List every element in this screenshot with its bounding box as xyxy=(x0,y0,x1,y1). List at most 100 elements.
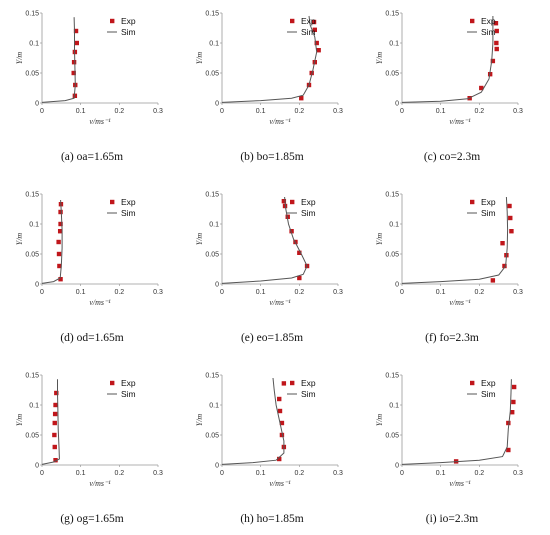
y-axis-label: Y/m xyxy=(375,52,384,65)
panel-caption: (g) og=1.65m xyxy=(60,513,123,525)
legend-label-sim: Sim xyxy=(481,27,496,37)
exp-marker xyxy=(57,229,63,234)
sim-line xyxy=(41,17,76,103)
y-tick-label: 0.1 xyxy=(29,41,39,48)
x-tick-label: 0.3 xyxy=(153,289,163,296)
legend-label-exp: Exp xyxy=(121,197,136,207)
x-tick-label: 0.2 xyxy=(294,470,304,477)
legend-label-exp: Exp xyxy=(121,16,136,26)
exp-marker xyxy=(314,40,319,46)
exp-marker xyxy=(54,390,59,396)
exp-marker xyxy=(52,420,57,426)
x-tick-label: 0.3 xyxy=(513,108,523,115)
x-tick-label: 0 xyxy=(400,108,404,115)
y-tick-label: 0 xyxy=(215,282,219,289)
y-tick-label: 0.1 xyxy=(209,222,219,229)
x-axis-label: v/ms⁻¹ xyxy=(449,479,471,488)
x-tick-label: 0 xyxy=(40,470,44,477)
y-tick-label: 0 xyxy=(395,282,399,289)
y-tick-label: 0.05 xyxy=(205,433,219,440)
exp-marker xyxy=(57,263,62,269)
x-tick-label: 0 xyxy=(40,108,44,115)
x-tick-label: 0.1 xyxy=(436,289,446,296)
y-tick-label: 0 xyxy=(35,463,39,470)
exp-marker xyxy=(479,85,484,91)
panel-caption: (f) fo=2.3m xyxy=(425,332,479,344)
x-tick-label: 0 xyxy=(400,470,404,477)
exp-marker xyxy=(74,40,79,46)
exp-marker xyxy=(52,444,57,450)
y-tick-label: 0.05 xyxy=(205,252,219,259)
exp-marker xyxy=(494,40,499,46)
panel-caption: (b) bo=1.85m xyxy=(240,151,303,163)
y-tick-label: 0.15 xyxy=(205,11,219,18)
y-tick-label: 0.1 xyxy=(29,222,39,229)
x-tick-label: 0.1 xyxy=(256,470,266,477)
panel-caption: (c) co=2.3m xyxy=(424,151,480,163)
x-tick-label: 0.2 xyxy=(474,470,484,477)
legend-marker-exp xyxy=(470,199,475,205)
exp-marker xyxy=(285,214,290,219)
x-tick-label: 0.3 xyxy=(153,470,163,477)
exp-marker xyxy=(502,263,507,269)
exp-marker xyxy=(279,420,285,426)
x-tick-label: 0.2 xyxy=(474,108,484,115)
y-axis-label: Y/m xyxy=(195,52,204,65)
exp-marker xyxy=(56,251,62,257)
legend-label-exp: Exp xyxy=(301,197,316,207)
exp-marker xyxy=(53,402,58,408)
legend-label-sim: Sim xyxy=(481,389,496,399)
y-axis-label: Y/m xyxy=(375,414,384,427)
y-tick-label: 0.05 xyxy=(25,71,39,78)
legend-marker-exp xyxy=(110,380,115,386)
exp-marker xyxy=(297,250,302,255)
exp-marker xyxy=(490,58,496,64)
legend-label-sim: Sim xyxy=(481,208,496,218)
exp-marker xyxy=(507,203,512,209)
exp-marker xyxy=(56,239,61,245)
x-tick-label: 0.1 xyxy=(76,470,86,477)
y-tick-label: 0.05 xyxy=(25,433,39,440)
y-tick-label: 0.1 xyxy=(389,41,399,48)
exp-marker xyxy=(281,199,287,204)
exp-marker xyxy=(490,278,496,283)
exp-marker xyxy=(71,70,76,76)
x-tick-label: 0.2 xyxy=(114,470,124,477)
x-tick-label: 0.3 xyxy=(153,108,163,115)
y-tick-label: 0 xyxy=(395,463,399,470)
legend-marker-exp xyxy=(110,199,115,205)
exp-marker xyxy=(53,458,58,463)
exp-marker xyxy=(311,19,317,25)
legend-label-sim: Sim xyxy=(121,27,136,37)
y-tick-label: 0.15 xyxy=(205,192,219,199)
legend-label-exp: Exp xyxy=(301,378,316,388)
exp-marker xyxy=(494,46,499,52)
y-axis-label: Y/m xyxy=(195,414,204,427)
x-tick-label: 0.3 xyxy=(333,470,343,477)
exp-marker xyxy=(72,93,78,98)
x-tick-label: 0.3 xyxy=(513,470,523,477)
y-tick-label: 0.15 xyxy=(385,192,399,199)
x-tick-label: 0.2 xyxy=(474,289,484,296)
exp-marker xyxy=(71,60,77,65)
x-axis-label: v/ms⁻¹ xyxy=(269,298,291,307)
y-tick-label: 0.15 xyxy=(25,373,39,380)
legend-marker-exp xyxy=(290,380,295,386)
y-axis-label: Y/m xyxy=(15,414,24,427)
panel-caption: (a) oa=1.65m xyxy=(61,151,123,163)
exp-marker xyxy=(494,28,499,34)
exp-marker xyxy=(510,410,515,415)
legend-label-sim: Sim xyxy=(301,389,316,399)
legend-label-sim: Sim xyxy=(121,208,136,218)
y-tick-label: 0.15 xyxy=(385,373,399,380)
y-tick-label: 0.1 xyxy=(389,222,399,229)
y-tick-label: 0.15 xyxy=(25,11,39,18)
x-tick-label: 0.1 xyxy=(76,108,86,115)
x-tick-label: 0.1 xyxy=(436,470,446,477)
